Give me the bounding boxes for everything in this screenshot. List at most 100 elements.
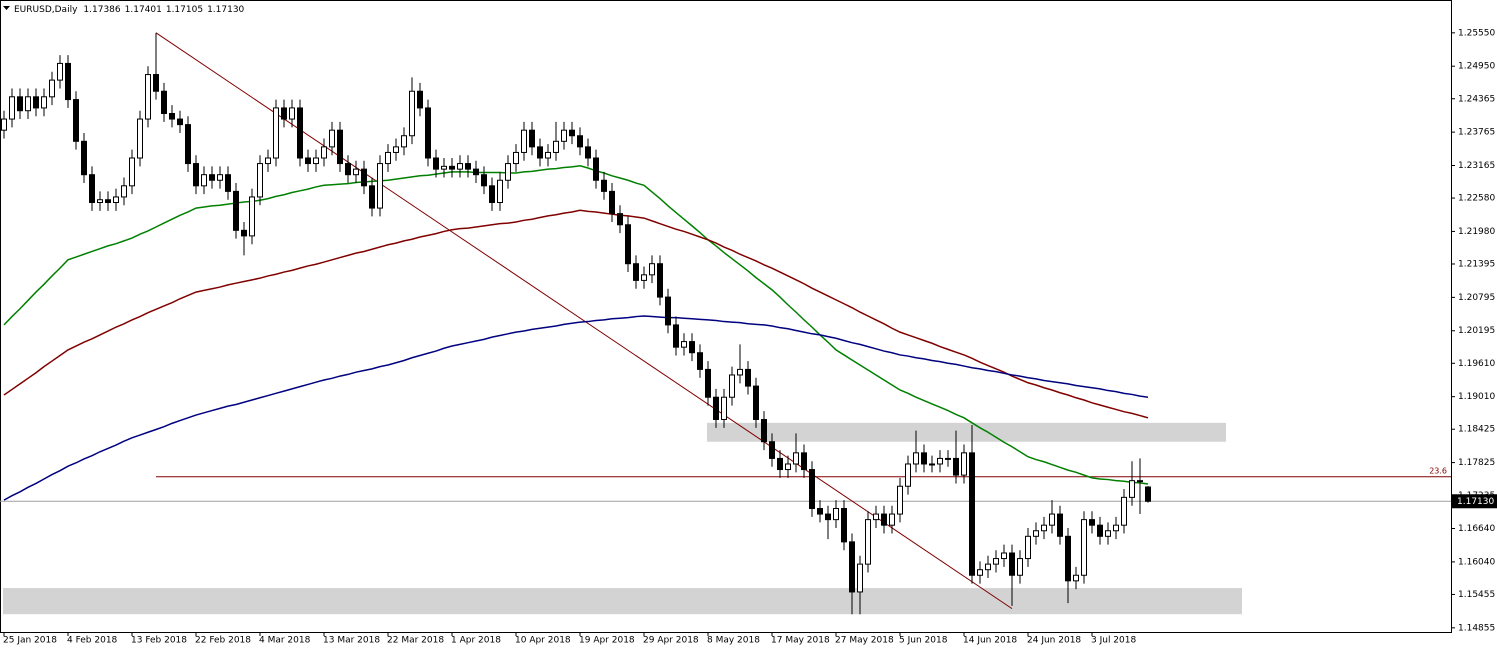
moving-average	[3, 165, 1149, 485]
candle-body	[137, 118, 143, 159]
candle-body	[689, 341, 695, 354]
candle-body	[665, 296, 671, 326]
candle-body	[1145, 486, 1151, 502]
candle-body	[273, 107, 279, 159]
candle-body	[1057, 513, 1063, 537]
y-tick-label: 1.16640	[1458, 524, 1495, 534]
y-tick-label: 1.18425	[1458, 425, 1495, 435]
candle-body	[1137, 480, 1143, 483]
candle-body	[481, 174, 487, 187]
candle-body	[41, 96, 47, 109]
candle-body	[641, 274, 647, 281]
candle-body	[1081, 519, 1087, 576]
x-tick-label: 29 Apr 2018	[643, 636, 699, 646]
candle-body	[193, 163, 199, 187]
candle-body	[577, 135, 583, 148]
x-tick-label: 8 May 2018	[707, 636, 760, 646]
candle-body	[753, 385, 759, 420]
y-tick-label: 1.16040	[1458, 557, 1495, 567]
candle-body	[657, 263, 663, 298]
candle-body	[177, 118, 183, 126]
candle-body	[409, 90, 415, 137]
candle-body	[1001, 552, 1007, 560]
candle-body	[929, 463, 935, 466]
candle-body	[297, 107, 303, 159]
candle-body	[1097, 524, 1103, 537]
candle-body	[81, 140, 87, 176]
zones	[3, 422, 1242, 615]
candle-body	[1017, 558, 1023, 576]
candle-body	[473, 168, 479, 176]
candle-body	[1, 118, 7, 131]
x-tick-label: 22 Mar 2018	[387, 636, 444, 646]
candle-body	[1129, 480, 1135, 498]
candle-body	[649, 263, 655, 276]
candle-body	[185, 124, 191, 165]
candle-body	[145, 74, 151, 120]
candle-body	[89, 174, 95, 204]
candle-body	[953, 457, 959, 476]
candle-body	[321, 146, 327, 159]
price-zone	[3, 588, 1242, 615]
y-tick-label: 1.20795	[1458, 293, 1495, 303]
candle-body	[265, 157, 271, 165]
candle-body	[281, 107, 287, 120]
menu-triangle[interactable]	[3, 6, 10, 10]
candle-body	[1065, 535, 1071, 582]
x-tick-label: 1 Apr 2018	[451, 636, 501, 646]
y-tick-label: 1.19010	[1458, 392, 1495, 402]
candle-body	[681, 341, 687, 348]
x-tick-label: 22 Feb 2018	[195, 636, 251, 646]
candle-body	[513, 151, 519, 165]
candle-body	[449, 165, 455, 170]
x-tick-label: 27 May 2018	[835, 636, 894, 646]
candle-body	[625, 224, 631, 265]
candle-body	[1049, 513, 1055, 526]
x-tick-label: 4 Mar 2018	[259, 636, 311, 646]
candle-body	[329, 129, 335, 148]
y-tick-label: 1.14855	[1458, 623, 1495, 633]
candle-body	[489, 185, 495, 204]
last-low: 1.17105	[166, 5, 203, 15]
candle-body	[425, 107, 431, 159]
chart-header: EURUSD,Daily 1.17386 1.17401 1.17105 1.17130	[14, 5, 245, 15]
candle-body	[785, 463, 791, 471]
candle-body	[497, 179, 503, 204]
last-high: 1.17401	[125, 5, 162, 15]
candle-body	[809, 469, 815, 509]
candle-body	[225, 174, 231, 192]
candle-body	[1073, 574, 1079, 582]
candle-body	[521, 129, 527, 153]
plot-frame	[0, 0, 1452, 633]
candle-body	[529, 129, 535, 148]
x-tick-label: 5 Jun 2018	[899, 636, 948, 646]
x-tick-label: 19 Apr 2018	[579, 636, 635, 646]
candle-body	[609, 190, 615, 215]
candle-body	[57, 62, 63, 81]
y-tick-label: 1.15455	[1458, 590, 1495, 600]
candle-body	[881, 513, 887, 526]
candle-body	[313, 157, 319, 165]
y-tick-label: 1.21980	[1458, 227, 1495, 237]
candle-body	[745, 368, 751, 387]
candle-body	[353, 168, 359, 176]
candle-body	[921, 452, 927, 465]
chart-title: EURUSD,Daily	[14, 5, 78, 15]
candle-body	[393, 146, 399, 153]
candle-body	[569, 129, 575, 137]
y-tick-label: 1.20195	[1458, 326, 1495, 336]
moving-average	[3, 209, 1149, 419]
y-tick-label: 1.17825	[1458, 458, 1495, 468]
x-tick-label: 10 Apr 2018	[515, 636, 571, 646]
candle-body	[369, 185, 375, 209]
candle-body	[1105, 530, 1111, 537]
candle-body	[201, 174, 207, 187]
moving-average	[3, 315, 1149, 501]
candle-body	[561, 129, 567, 142]
x-tick-label: 24 Jun 2018	[1027, 636, 1081, 646]
candle-body	[801, 452, 807, 471]
candle-body	[361, 168, 367, 187]
candle-body	[1033, 530, 1039, 537]
last-open: 1.17386	[83, 5, 120, 15]
